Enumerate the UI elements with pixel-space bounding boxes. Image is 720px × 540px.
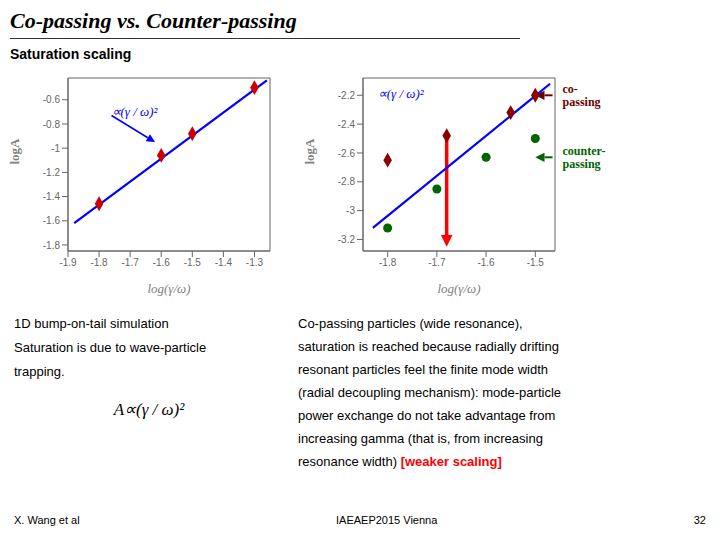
svg-text:-2.4: -2.4 (338, 119, 356, 130)
svg-text:∝(γ / ω)²: ∝(γ / ω)² (112, 104, 159, 119)
html-text:Co-passing particles (wide res: Co-passing particles (wide resonance), (298, 316, 523, 331)
html-text:X. Wang et al: X. Wang et al (14, 514, 80, 526)
svg-text:-2.6: -2.6 (338, 148, 356, 159)
svg-text:-2.8: -2.8 (338, 176, 356, 187)
html-text:(radial decoupling mechanism):: (radial decoupling mechanism): mode-part… (298, 385, 561, 400)
svg-text:logA: logA (8, 138, 22, 165)
svg-text:-1.4: -1.4 (43, 191, 61, 202)
svg-text:-1.9: -1.9 (59, 257, 77, 268)
svg-text:-1: -1 (51, 143, 60, 154)
svg-text:∝(γ / ω)²: ∝(γ / ω)² (378, 86, 425, 101)
svg-text:-1.4: -1.4 (215, 257, 233, 268)
svg-text:-1.2: -1.2 (43, 167, 61, 178)
svg-text:-1.7: -1.7 (122, 257, 140, 268)
svg-text:-1.5: -1.5 (184, 257, 202, 268)
html-text:Saturation scaling: Saturation scaling (10, 46, 132, 62)
svg-text:-1.7: -1.7 (428, 257, 446, 268)
html-text:32: 32 (693, 514, 706, 526)
html-text:resonant particles feel the fi: resonant particles feel the finite mode … (298, 362, 548, 377)
svg-text:-0.8: -0.8 (43, 119, 61, 130)
svg-text:-1.8: -1.8 (379, 257, 397, 268)
svg-text:-2.2: -2.2 (338, 90, 356, 101)
svg-text:-3.2: -3.2 (338, 234, 356, 245)
html-text:saturation is reached because: saturation is reached because radially d… (298, 339, 559, 354)
html-text:A∝(γ / ω)²: A∝(γ / ω)² (113, 400, 185, 419)
svg-text:log(γ/ω): log(γ/ω) (437, 281, 480, 296)
svg-text:-1.3: -1.3 (246, 257, 264, 268)
html-text:IAEAEP2015 Vienna: IAEAEP2015 Vienna (336, 514, 438, 526)
svg-text:-1.8: -1.8 (43, 240, 61, 251)
svg-text:co-passing: co-passing (563, 82, 601, 109)
svg-text:-1.6: -1.6 (153, 257, 171, 268)
html-text:power exchange do not take adv: power exchange do not take advantage fro… (298, 408, 556, 423)
svg-text:-1.6: -1.6 (477, 257, 495, 268)
html-text:increasing gamma (that is, fro: increasing gamma (that is, from increasi… (298, 431, 543, 446)
svg-text:logA: logA (302, 138, 317, 165)
svg-text:-1.8: -1.8 (90, 257, 108, 268)
html-text:Co-passing vs. Counter-passing: Co-passing vs. Counter-passing (10, 8, 297, 33)
html-text:resonance width) [weaker scali: resonance width) [weaker scaling] (298, 454, 502, 469)
html-text:Saturation is due to wave-part: Saturation is due to wave-particle (14, 340, 207, 355)
html-text:trapping.: trapping. (14, 364, 65, 379)
svg-text:-0.6: -0.6 (43, 94, 61, 105)
svg-text:-3: -3 (346, 205, 355, 216)
svg-text:log(γ/ω): log(γ/ω) (147, 281, 190, 296)
svg-text:-1.6: -1.6 (43, 215, 61, 226)
svg-text:counter-passing: counter-passing (563, 144, 606, 171)
html-text:1D bump-on-tail simulation: 1D bump-on-tail simulation (14, 316, 169, 331)
svg-text:-1.5: -1.5 (527, 257, 545, 268)
